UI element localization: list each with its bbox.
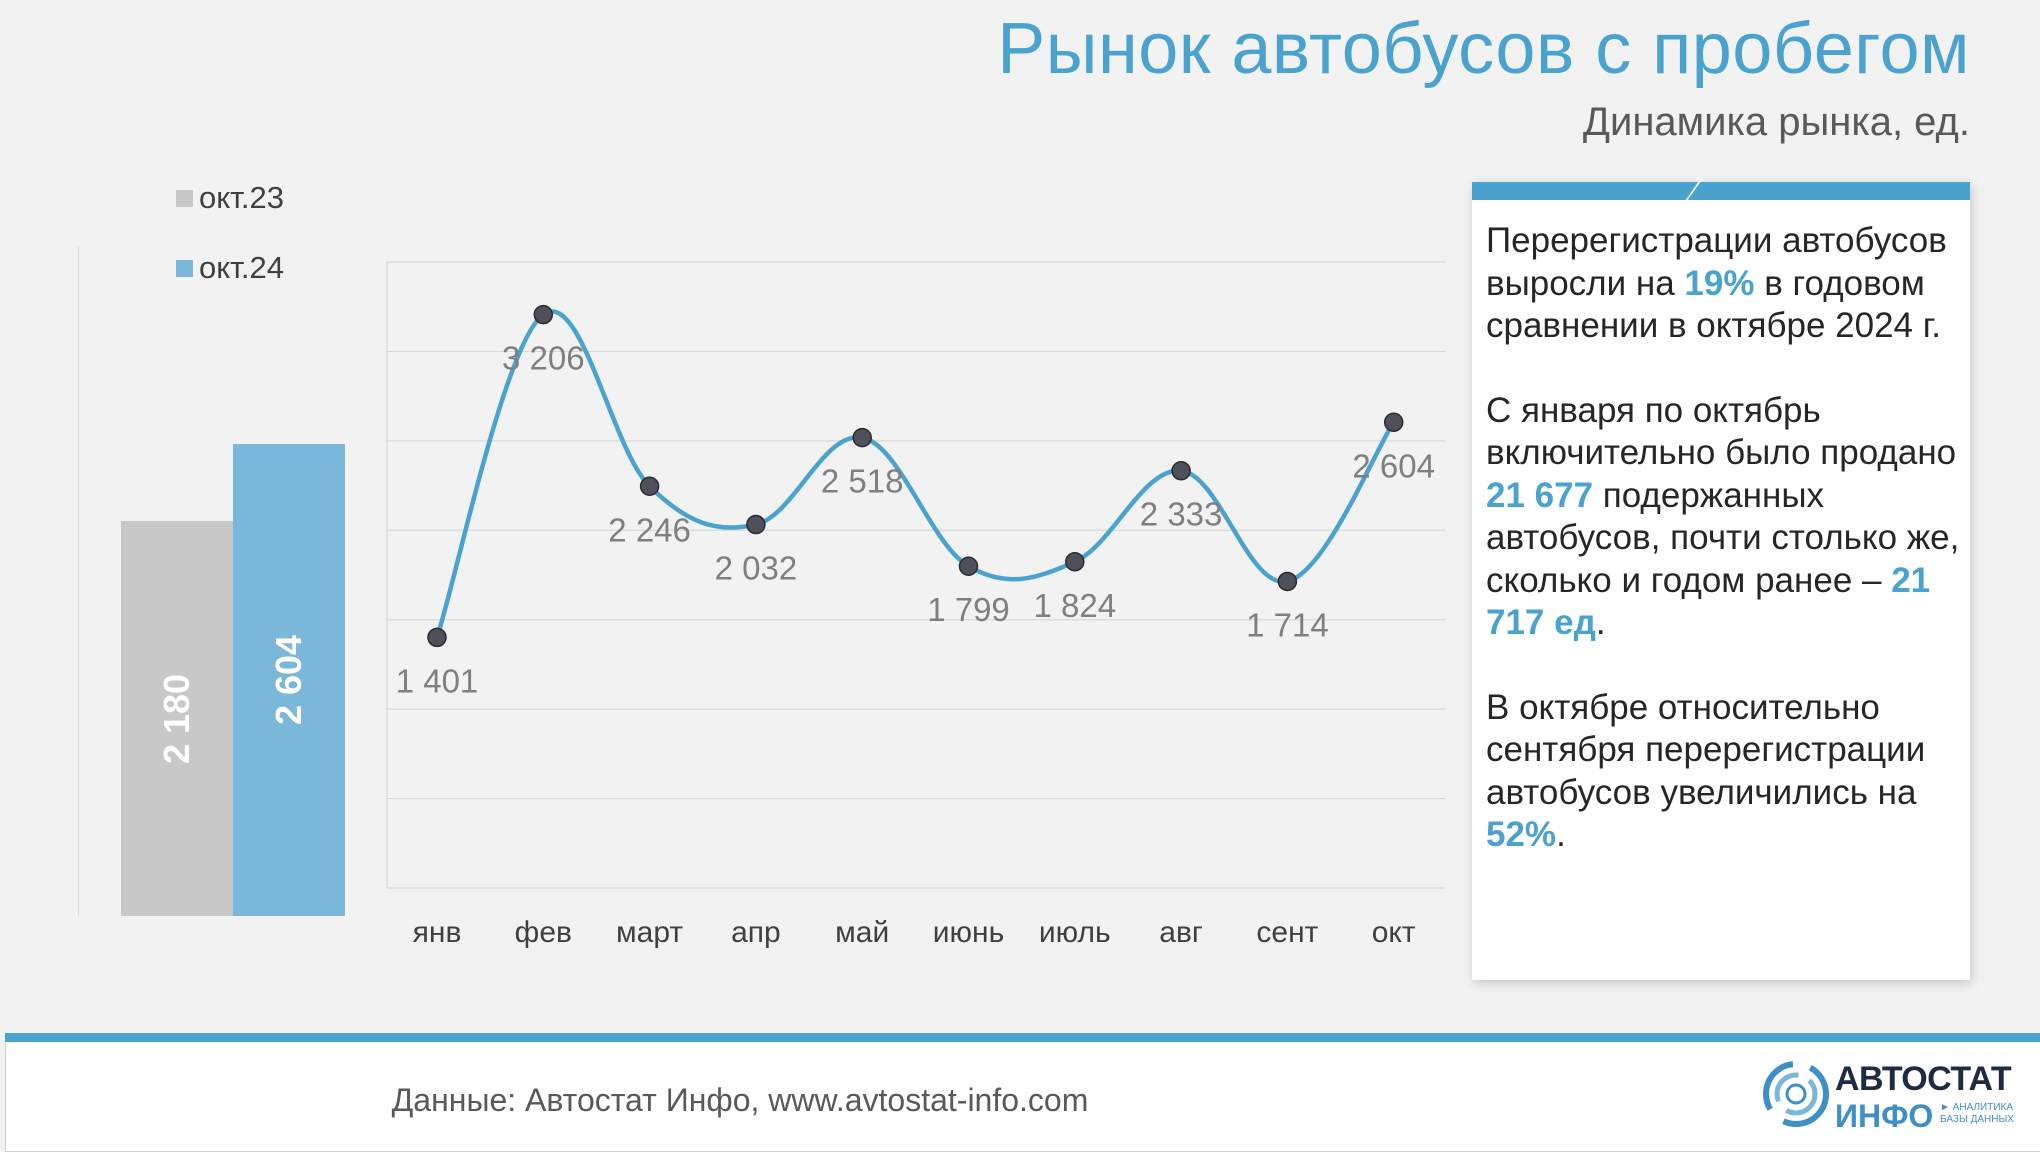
info-paragraph-yoy: Перерегистрации автобусов выросли на 19%… — [1486, 220, 1966, 348]
logo-text-bottom: ИНФО — [1835, 1098, 1934, 1134]
x-tick-label: март — [616, 916, 683, 949]
info-text-span: С января по октябрь включительно было пр… — [1486, 390, 1957, 473]
data-source: Данные: Автостат Инфо, www.avtostat-info… — [391, 1082, 1089, 1118]
series-line — [434, 309, 1396, 639]
x-tick-label: авг — [1159, 916, 1203, 949]
data-label: 2 032 — [715, 550, 798, 587]
highlight-ytd-2024: 21 677 — [1486, 475, 1594, 515]
logo-swirl-icon — [1763, 1061, 1829, 1127]
info-text-span: Перерегистрации автобусов выросли на — [1486, 221, 1947, 303]
highlight-yoy-percent: 19% — [1684, 263, 1755, 303]
data-label: 1 401 — [396, 662, 479, 699]
info-text-span: . — [1595, 603, 1606, 642]
page-subtitle: Динамика рынка, ед. — [1582, 100, 1970, 144]
data-point — [958, 556, 979, 576]
highlight-ytd-2023: 21 717 ед — [1486, 560, 1931, 643]
footer — [5, 1042, 2040, 1152]
page-title: Рынок автобусов с пробегом — [997, 9, 1970, 89]
data-point — [639, 476, 660, 497]
data-point — [533, 304, 554, 325]
info-text-span: в годовом сравнении в октябре 2024 г. — [1486, 263, 1941, 346]
logo-text-top: АВТОСТАТ — [1835, 1060, 2012, 1098]
legend-swatch-2024 — [176, 259, 193, 277]
legend-swatch-2023 — [176, 189, 193, 207]
data-point — [852, 427, 872, 448]
data-point — [746, 514, 766, 535]
footer-accent-line — [5, 1033, 2040, 1042]
x-tick-label: окт — [1372, 916, 1416, 949]
monthly-line-chart: янв фев март апр май июнь июль авг сент окт 1 401 3… — [386, 261, 1445, 949]
data-label: 2 518 — [821, 463, 904, 500]
logo-tagline: ► АНАЛИТИКА БАЗЫ ДАННЫХ — [1940, 1102, 2014, 1125]
info-box: Перерегистрации автобусов выросли на 19%… — [1472, 180, 1970, 980]
x-tick-label: фев — [515, 916, 572, 949]
avtostat-logo: АВТОСТАТ ИНФО ► АНАЛИТИКА БАЗЫ ДАННЫХ — [1760, 1058, 2018, 1136]
legend-label-2024: окт.24 — [199, 250, 285, 285]
x-tick-label: апр — [731, 916, 781, 949]
x-tick-label: июнь — [933, 916, 1004, 949]
x-tick-label: янв — [413, 916, 462, 949]
data-label: 1 824 — [1034, 587, 1117, 624]
data-point — [1277, 571, 1298, 592]
legend-item-2024: окт.24 — [176, 250, 284, 286]
info-paragraph-mom: В октябре относительно сентября перереги… — [1486, 687, 1966, 857]
info-text-span: подержанных автобусов, почти столько же,… — [1486, 475, 1960, 600]
info-band-mark — [1684, 180, 1702, 202]
x-tick-label: май — [835, 916, 889, 949]
legend-item-2023: окт.23 — [176, 180, 284, 216]
data-label: 2 604 — [1352, 447, 1435, 484]
info-box-band — [1472, 180, 1970, 202]
highlight-mom-percent: 52% — [1486, 815, 1557, 854]
bar-axis-line — [78, 246, 79, 916]
data-point — [1065, 552, 1085, 572]
bar-2023: 2 180 — [121, 521, 233, 916]
x-tick-label: сент — [1256, 916, 1318, 949]
data-label: 3 206 — [502, 340, 585, 377]
data-point — [427, 627, 447, 648]
info-text: Перерегистрации автобусов выросли на 19%… — [1486, 220, 1966, 899]
x-tick-label: июль — [1039, 916, 1111, 949]
info-text-span: В октябре относительно сентября перереги… — [1486, 687, 1926, 812]
data-label: 2 246 — [608, 511, 691, 548]
data-point — [1383, 412, 1404, 433]
data-point — [1171, 460, 1191, 481]
bar-2024: 2 604 — [233, 444, 345, 916]
info-text-span: . — [1556, 815, 1566, 854]
legend-label-2023: окт.23 — [199, 180, 285, 215]
data-label: 1 799 — [927, 591, 1010, 628]
info-paragraph-ytd: С января по октябрь включительно было пр… — [1486, 390, 1966, 645]
data-label: 1 714 — [1246, 606, 1329, 643]
data-label: 2 333 — [1140, 496, 1223, 533]
